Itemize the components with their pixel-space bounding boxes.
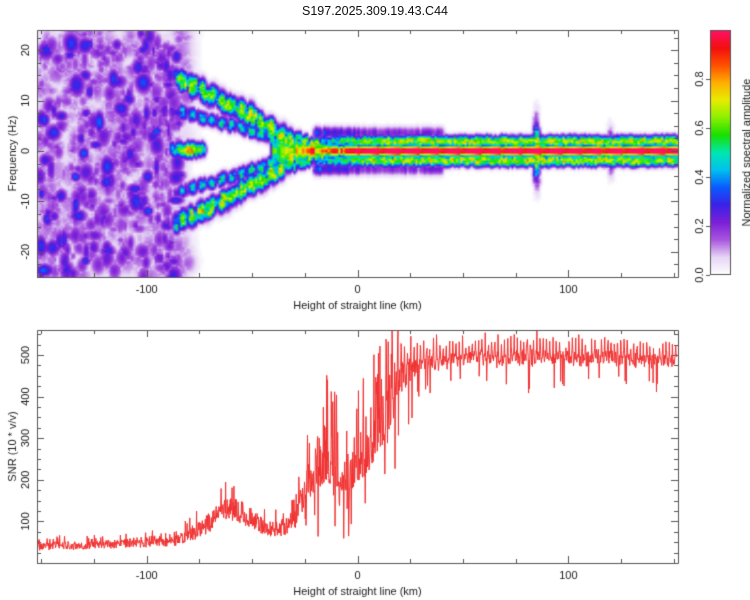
figure-canvas <box>0 0 750 600</box>
